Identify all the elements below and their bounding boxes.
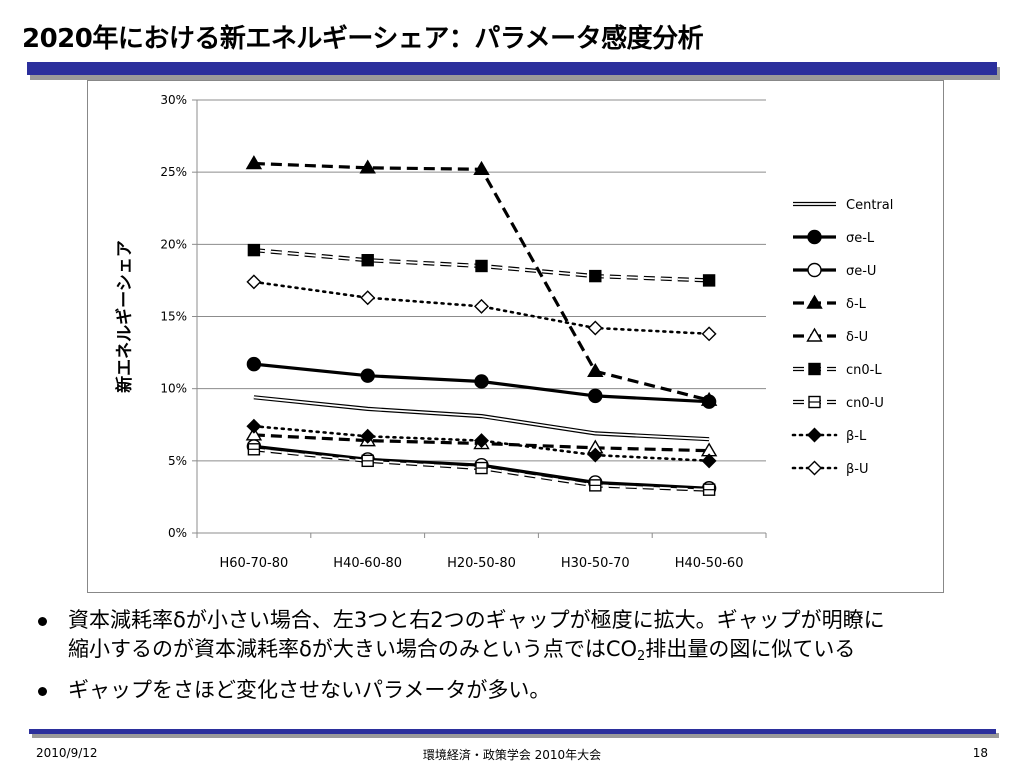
subscript-text: 2 bbox=[637, 649, 646, 664]
legend-item: δ-U bbox=[793, 327, 868, 345]
diamond-marker bbox=[246, 418, 262, 434]
legend-label: β-L bbox=[846, 429, 867, 444]
chart-legend: Central σe-L σe-U δ-L δ-U cn0-L cn0-U β-L β-U bbox=[791, 198, 893, 477]
legend-label: cn0-L bbox=[846, 363, 882, 378]
square-marker bbox=[589, 269, 602, 283]
series-cn0-U bbox=[247, 443, 716, 496]
legend-item: cn0-U bbox=[793, 395, 884, 411]
y-tick-label: 30% bbox=[160, 93, 187, 107]
bullet-list: 資本減耗率δが小さい場合、左3つと右2つのギャップが極度に拡大。ギャップが明瞭に… bbox=[34, 606, 1004, 717]
share-line-chart: 0% 5% 10% 15% 20% 25% 30% H60-70-80 H40-60-80 H20… bbox=[114, 93, 893, 571]
circle-marker bbox=[807, 262, 822, 278]
circle-marker bbox=[588, 388, 603, 404]
series-β-L bbox=[246, 418, 717, 469]
triangle-marker bbox=[700, 391, 718, 406]
footer-bar-shadow bbox=[32, 733, 999, 738]
legend-item: δ-L bbox=[793, 294, 867, 312]
slide-title: 2020年における新エネルギーシェア：パラメータ感度分析 bbox=[22, 24, 704, 54]
x-tick-label: H20-50-80 bbox=[447, 556, 516, 571]
diamond-marker bbox=[360, 428, 376, 444]
y-tick-label: 5% bbox=[168, 454, 187, 468]
diamond-marker bbox=[701, 326, 717, 342]
x-tick-label: H30-50-70 bbox=[561, 556, 630, 571]
diamond-marker bbox=[587, 320, 603, 336]
legend-label: δ-L bbox=[846, 297, 867, 312]
series-line bbox=[252, 424, 711, 463]
x-tick-label: H40-60-80 bbox=[333, 556, 402, 571]
legend-item: σe-U bbox=[793, 262, 876, 279]
legend-item: β-U bbox=[791, 460, 869, 477]
series-line bbox=[252, 280, 711, 336]
square-marker bbox=[475, 259, 488, 273]
bullet-line: ギャップをさほど変化させないパラメータが多い。 bbox=[68, 678, 551, 702]
footer-bar bbox=[29, 729, 996, 734]
diamond-marker bbox=[360, 290, 376, 306]
square-marker bbox=[702, 274, 716, 287]
diamond-marker bbox=[701, 453, 717, 469]
triangle-marker bbox=[245, 155, 263, 170]
x-tick-label: H60-70-80 bbox=[220, 556, 289, 571]
circle-marker bbox=[360, 368, 375, 383]
legend-label: σe-U bbox=[846, 264, 876, 279]
square-marker bbox=[361, 254, 374, 267]
diamond-marker bbox=[474, 298, 489, 314]
footer-date: 2010/9/12 bbox=[36, 746, 98, 760]
series-cn0-L bbox=[247, 243, 716, 287]
legend-item: Central bbox=[793, 198, 893, 213]
legend-label: Central bbox=[846, 198, 893, 213]
title-bar bbox=[27, 62, 997, 75]
diamond-marker bbox=[474, 433, 489, 449]
bullet-text: 排出量の図に似ている bbox=[645, 637, 856, 661]
triangle-marker bbox=[245, 426, 263, 441]
circle-marker bbox=[807, 229, 822, 245]
diamond-marker bbox=[807, 460, 822, 476]
circle-marker bbox=[246, 356, 262, 372]
bullet-text: 縮小するのが資本減耗率δが大きい場合のみという点ではCO bbox=[68, 637, 638, 661]
y-tick-label: 25% bbox=[160, 165, 187, 179]
legend-label: cn0-U bbox=[846, 396, 884, 411]
series-β-U bbox=[246, 274, 717, 342]
series-Central bbox=[253, 395, 710, 442]
y-tick-label: 0% bbox=[168, 526, 187, 540]
legend-item: cn0-L bbox=[793, 362, 882, 378]
bullet-dot-icon bbox=[38, 687, 47, 696]
series-line bbox=[253, 161, 710, 402]
triangle-marker bbox=[473, 160, 490, 175]
triangle-marker bbox=[806, 327, 823, 342]
legend-label: σe-L bbox=[846, 231, 875, 246]
diamond-marker bbox=[807, 427, 822, 443]
circle-marker bbox=[474, 374, 489, 389]
series-δ-L bbox=[245, 155, 718, 406]
bullet-item: ギャップをさほど変化させないパラメータが多い。 bbox=[34, 676, 1004, 705]
y-tick-label: 10% bbox=[160, 382, 187, 396]
triangle-marker bbox=[806, 294, 823, 309]
series-line-inner bbox=[253, 396, 710, 441]
bullet-line: 縮小するのが資本減耗率δが大きい場合のみという点ではCO2排出量の図に似ている bbox=[68, 635, 1004, 664]
x-tick-label: H40-50-60 bbox=[675, 556, 744, 571]
bullet-dot-icon bbox=[38, 617, 47, 626]
triangle-marker bbox=[359, 159, 376, 174]
y-axis-title: 新エネルギーシェア bbox=[114, 240, 135, 393]
bullet-item: 資本減耗率δが小さい場合、左3つと右2つのギャップが極度に拡大。ギャップが明瞭に… bbox=[34, 606, 1004, 664]
legend-item: β-L bbox=[791, 427, 867, 444]
chart-frame: 0% 5% 10% 15% 20% 25% 30% H60-70-80 H40-60-80 H20… bbox=[87, 80, 944, 593]
diamond-marker bbox=[246, 274, 262, 290]
legend-item: σe-L bbox=[793, 229, 875, 246]
square-marker bbox=[808, 362, 821, 376]
diamond-marker bbox=[587, 447, 603, 463]
legend-label: β-U bbox=[846, 462, 869, 477]
y-tick-label: 20% bbox=[160, 237, 187, 251]
y-tick-label: 15% bbox=[160, 310, 187, 324]
triangle-marker bbox=[587, 362, 604, 378]
square-marker bbox=[247, 243, 261, 257]
legend-label: δ-U bbox=[846, 330, 868, 345]
page-number: 18 bbox=[972, 746, 988, 760]
footer-event: 環境経済・政策学会 2010年大会 bbox=[422, 748, 602, 762]
bullet-line: 資本減耗率δが小さい場合、左3つと右2つのギャップが極度に拡大。ギャップが明瞭に bbox=[68, 608, 885, 632]
